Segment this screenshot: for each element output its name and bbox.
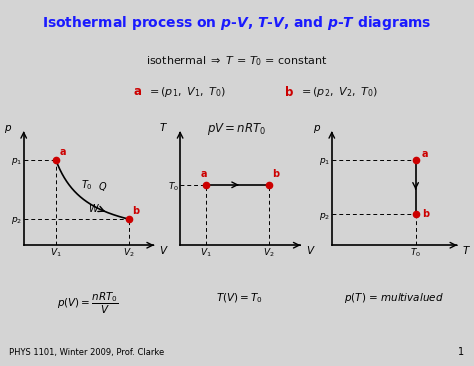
Text: $= (p_1,\ V_1,\ T_0)$: $= (p_1,\ V_1,\ T_0)$ <box>147 85 226 99</box>
Text: $Q$: $Q$ <box>98 180 107 193</box>
Text: $p(T)$ = multivalued: $p(T)$ = multivalued <box>344 291 443 305</box>
Text: $V$: $V$ <box>306 244 315 255</box>
Text: PHYS 1101, Winter 2009, Prof. Clarke: PHYS 1101, Winter 2009, Prof. Clarke <box>9 348 165 357</box>
Text: $\mathbf{b}$: $\mathbf{b}$ <box>284 85 294 99</box>
Text: $V$: $V$ <box>159 244 169 255</box>
Text: Isothermal process on $\bfit{p}$-$\bfit{V}$, $\bfit{T}$-$\bfit{V}$, and $\bfit{p: Isothermal process on $\bfit{p}$-$\bfit{… <box>42 14 432 32</box>
Text: $\mathbf{a}$: $\mathbf{a}$ <box>133 85 142 98</box>
Text: $W$: $W$ <box>88 202 100 214</box>
Text: $T(V) = T_0$: $T(V) = T_0$ <box>216 291 263 305</box>
Text: $p(V) = \dfrac{nRT_0}{V}$: $p(V) = \dfrac{nRT_0}{V}$ <box>57 291 118 316</box>
Text: $= (p_2,\ V_2,\ T_0)$: $= (p_2,\ V_2,\ T_0)$ <box>299 85 378 99</box>
Text: $p$: $p$ <box>313 123 321 135</box>
Text: a: a <box>422 149 428 159</box>
Text: $pV = nRT_0$: $pV = nRT_0$ <box>207 121 267 137</box>
Text: $T$: $T$ <box>159 121 168 133</box>
Text: a: a <box>60 147 66 157</box>
Text: b: b <box>273 169 280 179</box>
Text: $T$: $T$ <box>463 244 472 255</box>
Text: a: a <box>201 169 207 179</box>
Text: $p$: $p$ <box>4 123 12 135</box>
Text: 1: 1 <box>458 347 465 357</box>
Text: b: b <box>132 206 140 216</box>
Text: $T_0$: $T_0$ <box>82 178 93 192</box>
Text: b: b <box>422 209 429 219</box>
Text: isothermal $\Rightarrow$ $\it{T}$ = $\it{T}_0$ = constant: isothermal $\Rightarrow$ $\it{T}$ = $\it… <box>146 54 328 68</box>
